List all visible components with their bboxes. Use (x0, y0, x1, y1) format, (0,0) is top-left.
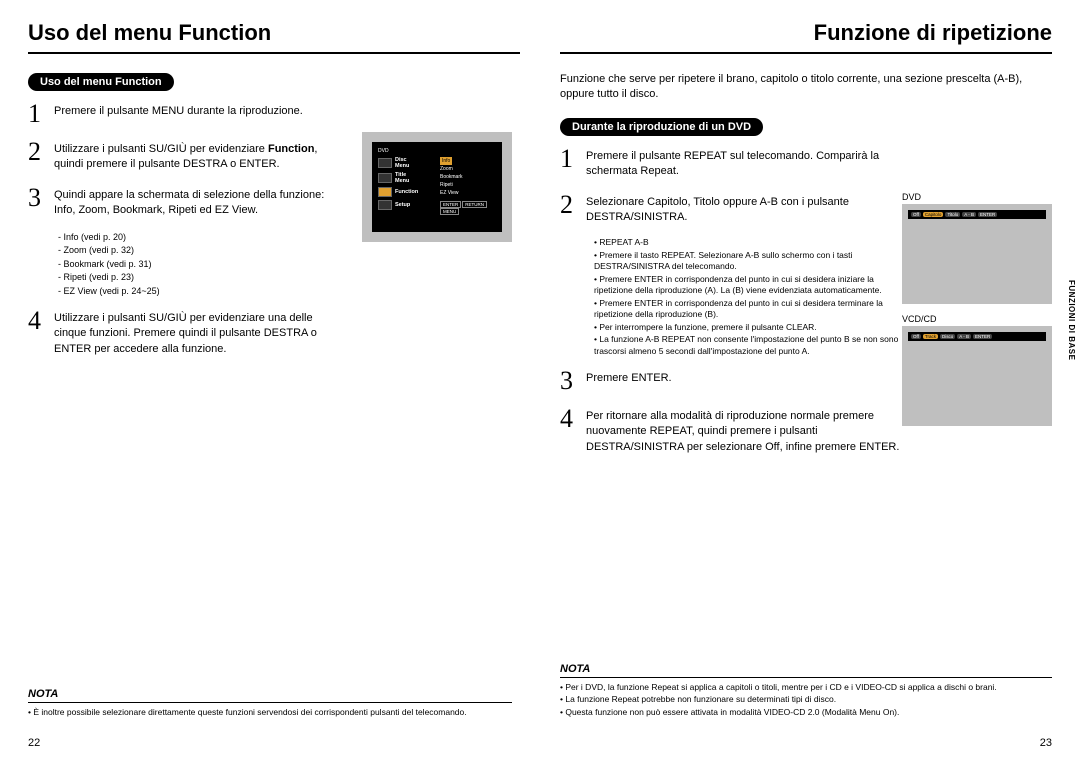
intro-text: Funzione che serve per ripetere il brano… (560, 72, 1052, 103)
osd-menu-item: Function (378, 187, 422, 197)
osd-sub-item: Info (440, 157, 452, 165)
bullet-list: REPEAT A-B Premere il tasto REPEAT. Selez… (594, 237, 900, 357)
sublist-item: Zoom (vedi p. 32) (58, 244, 348, 258)
side-tab: FUNZIONI DI BASE (1067, 280, 1076, 360)
fig1-label: DVD (902, 192, 1052, 202)
bar-pill: ENTER (973, 334, 992, 339)
step: 2Utilizzare i pulsanti SU/GIÙ per eviden… (28, 139, 348, 173)
nota-right: NOTA Per i DVD, la funzione Repeat si ap… (560, 663, 1052, 719)
bar-pill: Off (911, 334, 921, 339)
step-number: 3 (560, 368, 586, 394)
step-text: Utilizzare i pulsanti SU/GIÙ per evidenz… (54, 139, 348, 173)
fig2-screen: OffTrackDiscoA - BENTER (902, 326, 1052, 426)
section-badge-left: Uso del menu Function (28, 73, 174, 91)
bar-pill: Capitolo (923, 212, 944, 217)
bullet-item: La funzione A-B REPEAT non consente l'im… (594, 334, 900, 357)
osd-label: Function (395, 189, 418, 195)
bar-pill: Disco (940, 334, 955, 339)
fig1-screen: OffCapitoloTitoloA - BENTER (902, 204, 1052, 304)
osd-sub-item: Bookmark (440, 173, 496, 181)
step: 3Premere ENTER. (560, 368, 900, 394)
bar-pill: Track (923, 334, 938, 339)
osd-icon (378, 200, 392, 210)
page-number-left: 22 (28, 737, 40, 749)
osd-menu-item: Disc Menu (378, 157, 422, 169)
step: 2Selezionare Capitolo, Titolo oppure A-B… (560, 192, 900, 226)
osd-menu-item: Setup (378, 200, 422, 210)
page-number-right: 23 (1040, 737, 1052, 749)
osd-sub-item: Zoom (440, 165, 496, 173)
sublist: Info (vedi p. 20)Zoom (vedi p. 32)Bookma… (58, 231, 348, 299)
left-title: Uso del menu Function (28, 20, 520, 46)
osd-label: Setup (395, 202, 410, 208)
bar-pill: Titolo (945, 212, 960, 217)
bar-pill: A - B (962, 212, 976, 217)
osd-button: RETURN (462, 201, 487, 208)
step: 4Per ritornare alla modalità di riproduz… (560, 406, 900, 455)
osd-label: Title Menu (395, 172, 422, 184)
left-content: 1Premere il pulsante MENU durante la rip… (28, 101, 348, 357)
sublist-item: EZ View (vedi p. 24~25) (58, 285, 348, 299)
rule (560, 52, 1052, 54)
section-badge-right: Durante la riproduzione di un DVD (560, 118, 763, 136)
osd-icon (378, 187, 392, 197)
osd-screen: DVD Disc Menu Title Menu Function Setup Inf… (362, 132, 512, 242)
osd-label: Disc Menu (395, 157, 422, 169)
sublist-item: Ripeti (vedi p. 23) (58, 271, 348, 285)
right-page: Funzione di ripetizione Funzione che ser… (540, 0, 1080, 765)
step: 1Premere il pulsante MENU durante la rip… (28, 101, 348, 127)
bar-pill: Off (911, 212, 921, 217)
nota-item: Per i DVD, la funzione Repeat si applica… (560, 682, 1052, 693)
osd-header: DVD (378, 148, 496, 154)
step-text: Utilizzare i pulsanti SU/GIÙ per evidenz… (54, 308, 348, 357)
step-number: 1 (28, 101, 54, 127)
step-text: Quindi appare la schermata di selezione … (54, 185, 348, 219)
bullet-item: REPEAT A-B (594, 237, 900, 248)
step-text: Premere ENTER. (586, 368, 672, 394)
step-text: Per ritornare alla modalità di riproduzi… (586, 406, 900, 455)
right-figures: DVD OffCapitoloTitoloA - BENTER VCD/CD O… (902, 192, 1052, 436)
step-number: 1 (560, 146, 586, 180)
step-text: Premere il pulsante MENU durante la ripr… (54, 101, 303, 127)
osd-button: ENTER (440, 201, 461, 208)
step-number: 4 (560, 406, 586, 455)
step: 4Utilizzare i pulsanti SU/GIÙ per eviden… (28, 308, 348, 357)
nota-heading: NOTA (28, 688, 512, 703)
nota-left: NOTA È inoltre possibile selezionare dir… (28, 688, 512, 719)
bullet-item: Premere il tasto REPEAT. Selezionare A-B… (594, 250, 900, 273)
bullet-item: Per interrompere la funzione, premere il… (594, 322, 900, 333)
nota-item: La funzione Repeat potrebbe non funziona… (560, 694, 1052, 705)
osd-sub-item: Ripeti (440, 181, 496, 189)
bar-pill: A - B (957, 334, 971, 339)
nota-item: È inoltre possibile selezionare direttam… (28, 707, 512, 718)
step-number: 2 (560, 192, 586, 226)
bar-pill: ENTER (978, 212, 997, 217)
step-number: 4 (28, 308, 54, 357)
step-number: 3 (28, 185, 54, 219)
nota-item: Questa funzione non può essere attivata … (560, 707, 1052, 718)
step-number: 2 (28, 139, 54, 173)
bullet-item: Premere ENTER in corrispondenza del punt… (594, 274, 900, 297)
osd-menu-item: Title Menu (378, 172, 422, 184)
rule (28, 52, 520, 54)
right-title: Funzione di ripetizione (560, 20, 1052, 46)
page-spread: Uso del menu Function Uso del menu Funct… (0, 0, 1080, 765)
step-text: Selezionare Capitolo, Titolo oppure A-B … (586, 192, 900, 226)
osd-icon (378, 173, 392, 183)
osd-sub-item: EZ View (440, 189, 496, 197)
sublist-item: Bookmark (vedi p. 31) (58, 258, 348, 272)
osd-inner: DVD Disc Menu Title Menu Function Setup Inf… (372, 142, 502, 232)
osd-button: MENU (440, 208, 459, 215)
left-page: Uso del menu Function Uso del menu Funct… (0, 0, 540, 765)
nota-heading: NOTA (560, 663, 1052, 678)
step: 1Premere il pulsante REPEAT sul telecoma… (560, 146, 900, 180)
fig2-label: VCD/CD (902, 314, 1052, 324)
right-content: 1Premere il pulsante REPEAT sul telecoma… (560, 146, 900, 455)
step-text: Premere il pulsante REPEAT sul telecoman… (586, 146, 900, 180)
osd-icon (378, 158, 392, 168)
bullet-item: Premere ENTER in corrispondenza del punt… (594, 298, 900, 321)
step: 3Quindi appare la schermata di selezione… (28, 185, 348, 219)
sublist-item: Info (vedi p. 20) (58, 231, 348, 245)
